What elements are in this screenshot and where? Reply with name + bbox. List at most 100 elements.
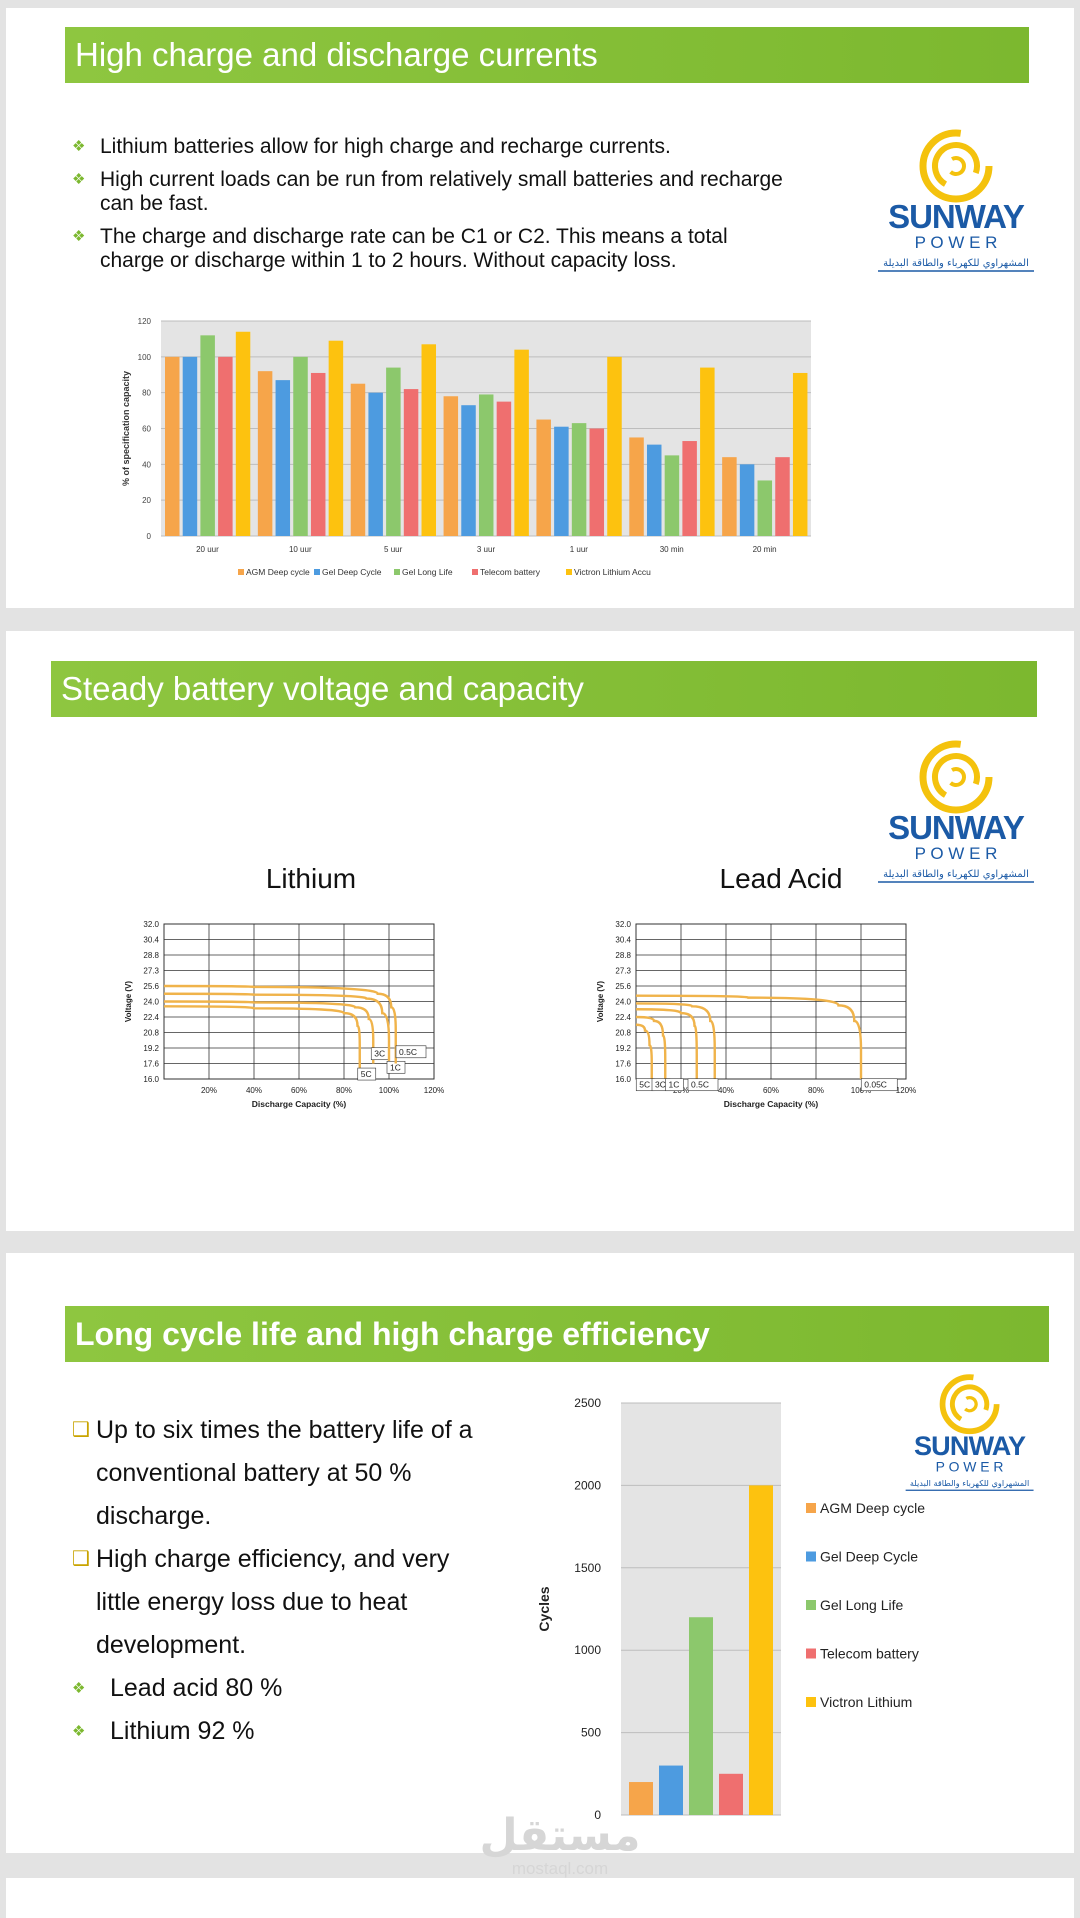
bar-telecom-battery (719, 1773, 743, 1815)
slide-high-charge: High charge and discharge currents ❖ Lith… (6, 8, 1074, 608)
bullet-list: ❑ Up to six times the battery life of a c… (72, 1409, 492, 1753)
bullet-item: ❖ Lead acid 80 % (72, 1667, 492, 1710)
y-tick-label: 24.0 (143, 998, 159, 1007)
sun-ring-core (961, 1395, 978, 1413)
brand-tagline: المشهراوي للكهرباء والطاقة البديلة (883, 258, 1029, 269)
x-tick-label: 120% (424, 1086, 444, 1095)
curve-5C (163, 1005, 361, 1070)
y-tick-label: 20.8 (143, 1029, 159, 1038)
bar-telecom-battery (775, 457, 790, 536)
bullet-item: ❖ High current loads can be run from rela… (72, 168, 792, 216)
brand-subname: P O W E R (915, 844, 998, 863)
y-tick-label: 120 (138, 317, 152, 326)
watermark-arabic: مستقل (479, 1810, 641, 1861)
curve-label-box (860, 1078, 898, 1092)
bar-telecom-battery (218, 356, 233, 536)
chart-title-lithium: Lithium (265, 863, 357, 894)
x-tick-label: 10 uur (289, 545, 312, 554)
x-tick-label: 80% (808, 1086, 824, 1095)
legend-label: Gel Deep Cycle (820, 1549, 918, 1565)
diamond-bullet-icon: ❖ (72, 138, 86, 155)
bar-gel-long-life (571, 423, 587, 536)
bar-victron-lithium (749, 1485, 773, 1815)
sun-ring-inner (932, 753, 980, 801)
y-tick-label: 0 (147, 532, 152, 541)
y-tick-label: 19.2 (615, 1044, 631, 1053)
bar-victron-lithium-accu (421, 344, 437, 536)
brand-tagline: المشهراوي للكهرباء والطاقة البديلة (910, 1478, 1029, 1488)
bar-gel-long-life (386, 367, 401, 536)
x-tick-label: 20% (201, 1086, 217, 1095)
curve-3C (635, 1015, 667, 1079)
x-tick-label: 80% (336, 1086, 352, 1095)
sunway-logo: SUNWAY P O W E R المشهراوي للكهرباء والطاق… (876, 739, 1036, 889)
bar-gel-deep-cycle (368, 392, 383, 536)
y-axis-label: Cycles (536, 1586, 552, 1631)
brand-tagline: المشهراوي للكهرباء والطاقة البديلة (883, 869, 1029, 880)
bar-agm-deep-cycle (443, 396, 459, 536)
x-tick-label: 60% (291, 1086, 307, 1095)
bullet-text: Lead acid 80 % (110, 1674, 283, 1702)
bar-gel-long-life (293, 356, 308, 536)
bar-victron-lithium-accu (607, 356, 622, 536)
x-tick-label: 3 uur (477, 545, 496, 554)
bar-agm-deep-cycle (350, 383, 366, 536)
y-tick-label: 0 (594, 1808, 601, 1822)
diamond-bullet-icon: ❖ (72, 171, 86, 188)
legend-swatch (472, 569, 478, 575)
curve-label: 3C (374, 1049, 385, 1059)
bar-telecom-battery (589, 428, 605, 536)
bar-gel-deep-cycle (739, 464, 755, 536)
bullet-item: ❖ Lithium batteries allow for high charge… (72, 135, 792, 159)
brand-subname: P O W E R (915, 233, 998, 252)
x-tick-label: 40% (718, 1086, 734, 1095)
y-axis-label: Voltage (V) (596, 981, 605, 1023)
curve-0_5C (635, 1002, 716, 1079)
bar-agm-deep-cycle (257, 371, 273, 536)
watermark: مستقل mostaql.com (470, 1812, 650, 1878)
legend-label: Gel Deep Cycle (322, 567, 382, 577)
sun-ring-inner (949, 1384, 990, 1424)
square-bullet-icon: ❑ (72, 1548, 90, 1570)
sun-ring-outer (919, 740, 993, 814)
bar-victron-lithium-accu (700, 367, 715, 536)
curve-label: 3C (655, 1080, 666, 1090)
y-tick-label: 19.2 (143, 1044, 159, 1053)
bar-victron-lithium-accu (792, 372, 808, 536)
y-tick-label: 20.8 (615, 1029, 631, 1038)
slide-title: High charge and discharge currents (65, 27, 1029, 83)
bar-gel-long-life (200, 335, 215, 536)
x-tick-label: 40% (246, 1086, 262, 1095)
y-tick-label: 28.8 (143, 951, 159, 960)
y-axis-label: Voltage (V) (124, 981, 133, 1023)
next-slide-partial (6, 1878, 1074, 1918)
bar-gel-long-life (478, 394, 494, 536)
y-tick-label: 28.8 (615, 951, 631, 960)
curve-3C (163, 1000, 375, 1064)
x-tick-label: 120% (896, 1086, 916, 1095)
bar-telecom-battery (496, 401, 512, 536)
legend-label: Gel Long Life (402, 567, 453, 577)
y-tick-label: 500 (581, 1726, 601, 1740)
bar-victron-lithium-accu (328, 340, 344, 536)
bullet-text: Lithium batteries allow for high charge … (100, 135, 671, 158)
x-tick-label: 5 uur (384, 545, 403, 554)
curve-label: 0.5C (399, 1047, 417, 1057)
bar-gel-long-life (664, 455, 680, 536)
y-tick-label: 60 (142, 425, 151, 434)
y-axis-label: % of specification capacity (121, 371, 131, 486)
y-tick-label: 80 (142, 389, 151, 398)
slide-cycle-life: Long cycle life and high charge efficien… (6, 1253, 1074, 1853)
bar-agm-deep-cycle (629, 437, 644, 536)
bar-agm-deep-cycle (722, 457, 737, 536)
y-tick-label: 17.6 (615, 1060, 631, 1069)
x-tick-label: 100% (379, 1086, 399, 1095)
y-tick-label: 16.0 (143, 1075, 159, 1084)
legend-label: Victron Lithium Accu (574, 567, 651, 577)
bullet-text: Up to six times the battery life of a co… (96, 1416, 473, 1530)
bullet-text: High charge efficiency, and very little … (96, 1545, 450, 1659)
x-tick-label: 60% (763, 1086, 779, 1095)
bar-victron-lithium-accu (514, 349, 529, 536)
